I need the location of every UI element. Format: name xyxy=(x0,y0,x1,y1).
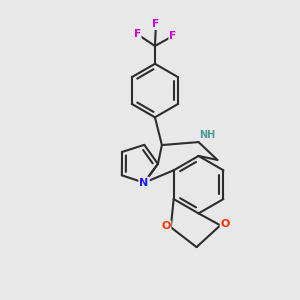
Text: F: F xyxy=(169,31,176,41)
Text: NH: NH xyxy=(199,130,216,140)
Text: F: F xyxy=(152,19,160,29)
Text: N: N xyxy=(140,178,149,188)
Text: O: O xyxy=(220,219,230,229)
Text: O: O xyxy=(161,221,170,231)
Text: F: F xyxy=(134,29,141,39)
Text: N: N xyxy=(140,178,149,188)
